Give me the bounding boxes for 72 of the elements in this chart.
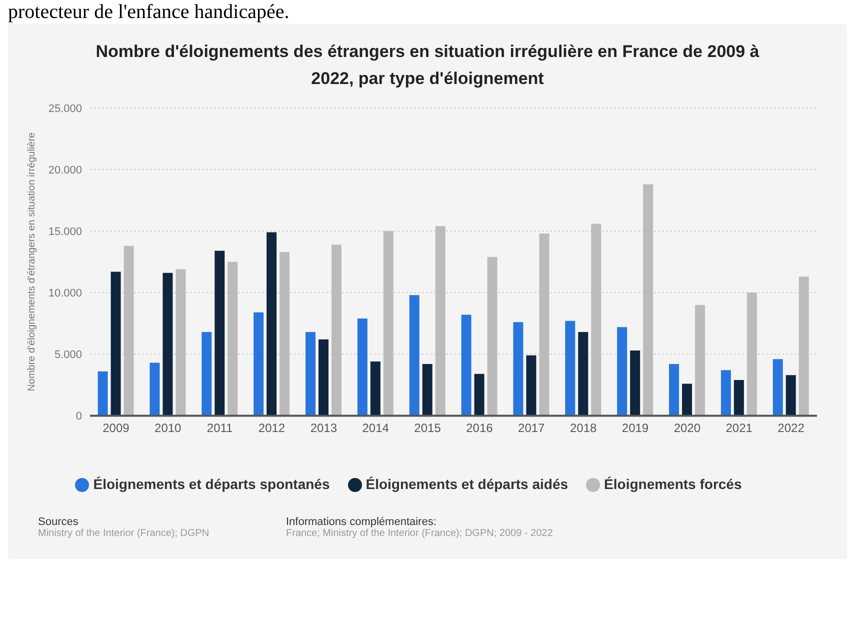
legend-label: Éloignements et départs aidés — [366, 476, 568, 492]
text: Ministry of the Interior (France); DGPN — [38, 528, 210, 539]
bar — [214, 250, 225, 416]
x-tick-label: 2018 — [570, 421, 597, 436]
bar — [461, 314, 472, 416]
bar — [162, 272, 173, 416]
bar — [539, 234, 550, 416]
x-tick-label: 2010 — [154, 421, 182, 436]
text: protecteur de l'enfance handicapée. — [8, 0, 290, 24]
legend-label: Éloignements et départs spontanés — [93, 476, 330, 492]
bar — [357, 318, 368, 416]
y-tick-label: 20.000 — [48, 164, 82, 176]
bar — [98, 371, 108, 416]
x-tick-label: 2021 — [726, 421, 753, 436]
bar — [487, 256, 498, 416]
bar — [110, 272, 121, 416]
x-tick-label: 2011 — [206, 421, 234, 436]
bar — [228, 262, 238, 416]
bar — [474, 374, 484, 416]
x-tick-label: 2022 — [778, 421, 805, 436]
x-tick-label: 2019 — [622, 421, 649, 436]
bar — [254, 312, 264, 416]
bar — [565, 320, 576, 416]
x-tick-label: 2013 — [310, 421, 338, 436]
chart-title: Nombre d'éloignements des étrangers en situation irrégulière en France de 2009 à 2022, par type d'éloignement — [94, 41, 760, 90]
y-tick-label: 5.000 — [54, 349, 82, 362]
bar — [422, 364, 432, 416]
bar — [332, 244, 342, 416]
x-tick-label: 2012 — [258, 421, 286, 436]
bar — [150, 362, 160, 416]
bar — [202, 332, 212, 416]
y-tick-label: 0 — [76, 410, 82, 423]
bar — [176, 269, 186, 416]
bar — [746, 292, 757, 416]
x-tick-label: 2015 — [414, 421, 442, 436]
bar — [682, 384, 692, 416]
legend-label: Éloignements forcés — [604, 476, 742, 492]
bar — [786, 375, 796, 416]
bar — [383, 231, 394, 416]
bar — [617, 327, 628, 416]
bar — [630, 350, 640, 416]
x-tick-label: 2014 — [362, 421, 390, 436]
text: Informations complémentaires: — [286, 516, 438, 528]
bar — [306, 332, 316, 416]
bar — [720, 370, 731, 416]
bar — [280, 252, 290, 416]
bar — [578, 332, 588, 416]
x-tick-label: 2020 — [674, 421, 701, 436]
x-tick-label: 2017 — [518, 421, 546, 436]
y-tick-label: 25.000 — [48, 102, 82, 115]
bar — [526, 355, 536, 416]
x-tick-label: 2009 — [102, 421, 130, 436]
bar — [798, 276, 809, 416]
y-axis-title: Nombre d'éloignements d'étrangers en situation irrégulière — [26, 132, 38, 392]
bar — [643, 184, 654, 416]
bar — [734, 380, 744, 416]
text: Sources — [38, 516, 80, 528]
bar — [513, 322, 524, 416]
bar — [669, 364, 680, 416]
bar — [772, 359, 783, 416]
x-tick-label: 2016 — [466, 421, 494, 436]
bar — [409, 295, 420, 416]
bar — [266, 232, 277, 416]
bar — [370, 362, 380, 416]
bar — [318, 339, 329, 416]
bar — [435, 226, 446, 416]
bar — [591, 224, 602, 416]
y-tick-label: 10.000 — [48, 288, 82, 300]
bar — [695, 304, 706, 416]
y-tick-label: 15.000 — [48, 226, 82, 238]
text: France; Ministry of the Interior (France); DGPN; 2009 - 2022 — [286, 528, 553, 539]
bar — [124, 246, 134, 416]
